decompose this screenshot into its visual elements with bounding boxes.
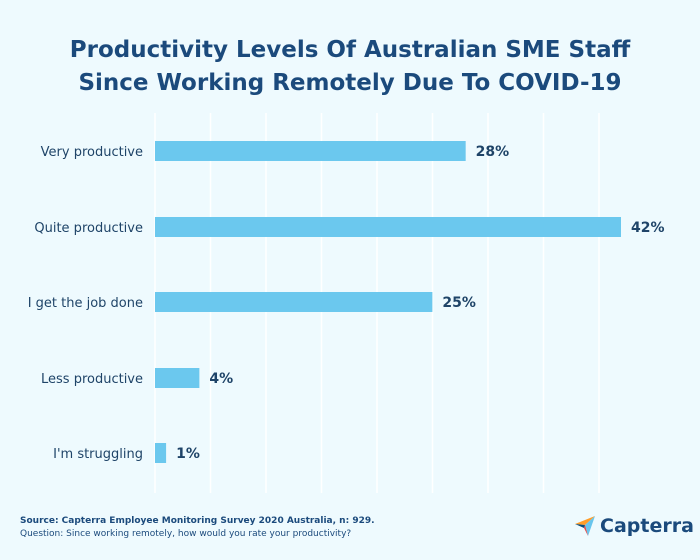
category-label: Quite productive (34, 221, 143, 236)
category-label: I get the job done (28, 296, 143, 311)
category-label: Very productive (41, 145, 143, 160)
chart-title: Productivity Levels Of Australian SME St… (0, 34, 700, 100)
bar (155, 217, 621, 237)
value-label: 42% (631, 220, 665, 236)
bar (155, 443, 167, 463)
brand-name: Capterra (600, 515, 694, 537)
category-label: Less productive (41, 372, 143, 387)
bar (155, 141, 466, 161)
value-label: 25% (442, 295, 476, 311)
bar (155, 368, 200, 388)
value-label: 28% (476, 144, 510, 160)
question-note: Question: Since working remotely, how wo… (20, 529, 352, 539)
bar-chart: Very productive 28% Quite productive 42% I g… (28, 113, 665, 493)
category-label: I'm struggling (53, 447, 143, 462)
value-label: 4% (209, 371, 233, 387)
source-note: Source: Capterra Employee Monitoring Sur… (20, 516, 375, 526)
capterra-brand: Capterra (574, 514, 694, 538)
chart-title-line-2: Since Working Remotely Due To COVID-19 (78, 70, 622, 96)
footer: Source: Capterra Employee Monitoring Sur… (20, 515, 375, 541)
chart-title-line-1: Productivity Levels Of Australian SME St… (69, 37, 631, 63)
value-label: 1% (176, 446, 200, 462)
bar (155, 292, 433, 312)
capterra-logo-icon (575, 516, 595, 536)
